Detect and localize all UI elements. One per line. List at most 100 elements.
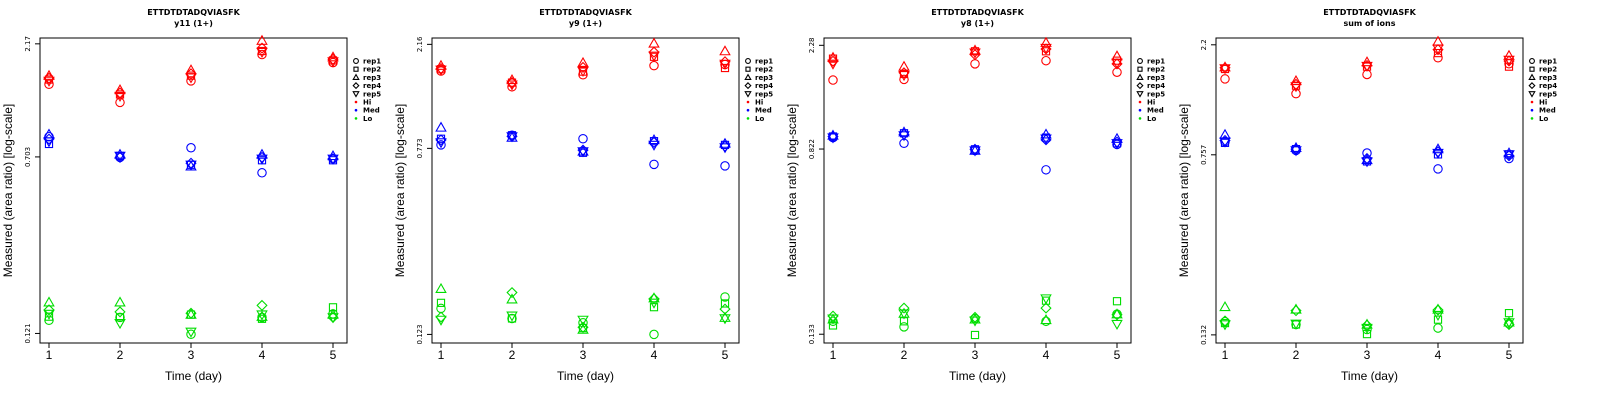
data-point-lo-rep3: [898, 307, 910, 318]
x-tick-label: 1: [438, 348, 445, 362]
data-point-med-rep5: [327, 154, 339, 165]
data-point-lo-rep4: [435, 311, 447, 323]
data-point-lo-rep2: [1504, 309, 1514, 318]
legend-dot-lo: [1530, 117, 1534, 120]
data-point-hi-rep5: [1040, 43, 1052, 54]
x-tick-label: 4: [1043, 348, 1050, 362]
data-point-lo-rep3: [1432, 303, 1444, 314]
chart-panel-2: ETTDTDTADQVIASFK y9 (1+) 1 2 3 4 5 0.123 0.773 2.…: [392, 0, 792, 400]
data-point-hi-rep5: [1111, 58, 1123, 69]
data-point-hi-rep2: [1504, 62, 1514, 71]
data-point-lo-rep4: [648, 293, 660, 305]
y-tick-label: 0.703: [24, 147, 32, 167]
y-tick-label: 2.28: [808, 38, 816, 54]
data-point-hi-rep4: [114, 87, 126, 99]
data-point-lo-rep4: [577, 321, 589, 333]
x-tick-label: 2: [117, 348, 124, 362]
x-tick-label: 5: [1114, 348, 1121, 362]
data-point-lo-rep3: [1111, 308, 1123, 319]
data-point-lo-rep4: [256, 299, 268, 312]
data-point-hi-rep5: [969, 48, 981, 59]
legend-dot-med: [1530, 108, 1534, 112]
data-point-lo-rep5: [1361, 323, 1373, 335]
data-point-med-rep1: [578, 134, 588, 144]
data-point-med-rep5: [1040, 134, 1052, 145]
data-point-hi-rep5: [827, 59, 839, 70]
legend-symbol-rep1: [1137, 58, 1143, 64]
legend-label: Lo: [1539, 115, 1548, 123]
data-point-hi-rep1: [649, 60, 659, 71]
data-point-med-rep5: [648, 140, 660, 151]
data-point-lo-rep2: [328, 303, 338, 312]
legend-label: Lo: [1147, 115, 1156, 123]
legend-symbol-rep4: [352, 82, 360, 90]
data-point-lo-rep5: [1219, 320, 1231, 331]
data-point-med-rep5: [1432, 148, 1444, 159]
data-point-med-rep4: [719, 140, 731, 152]
legend-label: Hi: [363, 99, 371, 107]
data-point-med-rep1: [257, 168, 267, 178]
x-tick-label: 5: [1506, 348, 1513, 362]
data-point-lo-rep5: [1503, 318, 1515, 329]
x-tick-label: 3: [188, 348, 195, 362]
data-point-lo-rep5: [256, 310, 268, 321]
legend-symbol-rep3: [1528, 73, 1536, 81]
data-point-lo-rep4: [1219, 315, 1231, 327]
legend-label: rep3: [363, 74, 381, 82]
data-point-hi-rep5: [1503, 55, 1515, 66]
legend-symbol-rep2: [745, 66, 751, 72]
y-tick-label: 2.16: [416, 36, 424, 52]
data-point-med-rep1: [1041, 165, 1051, 175]
chart-subtitle: sum of ions: [1343, 19, 1395, 28]
data-point-med-rep5: [1219, 137, 1231, 148]
data-point-lo-rep4: [506, 286, 518, 299]
data-point-hi-rep1: [899, 74, 909, 85]
data-point-hi-rep5: [719, 59, 731, 70]
x-tick-label: 5: [330, 348, 337, 362]
data-point-med-rep5: [1503, 150, 1515, 161]
data-point-hi-rep3: [1290, 74, 1302, 86]
data-point-lo-rep3: [435, 282, 447, 293]
data-point-lo-rep1: [720, 292, 730, 302]
y-tick-label: 0.822: [808, 139, 816, 159]
data-point-hi-rep1: [1220, 74, 1230, 84]
data-point-hi-rep2: [720, 63, 730, 73]
x-tick-label: 1: [1222, 348, 1229, 362]
data-point-hi-rep1: [44, 79, 54, 90]
data-point-lo-rep1: [115, 312, 125, 323]
data-point-med-rep1: [649, 159, 659, 170]
chart-panel-1: ETTDTDTADQVIASFK y11 (1+) 1 2 3 4 5 0.121 0.703 2…: [0, 0, 400, 400]
data-point-lo-rep5: [577, 315, 589, 326]
data-point-med-rep5: [827, 133, 839, 144]
data-point-lo-rep4: [1361, 319, 1373, 331]
chart-panel-3: ETTDTDTADQVIASFK y8 (1+) 1 2 3 4 5 0.133 0.822 2.…: [784, 0, 1184, 400]
data-point-hi-rep4: [969, 49, 981, 61]
x-tick-label: 2: [901, 348, 908, 362]
data-point-lo-rep5: [43, 309, 55, 320]
legend-label: Lo: [363, 115, 372, 123]
data-point-hi-rep1: [257, 49, 267, 60]
data-point-hi-rep4: [185, 68, 197, 80]
chart-title: ETTDTDTADQVIASFK: [539, 8, 632, 17]
chart-title: ETTDTDTADQVIASFK: [931, 8, 1024, 17]
legend-label: rep1: [1539, 58, 1557, 66]
data-point-lo-rep3: [648, 292, 660, 303]
legend-label: Lo: [755, 115, 764, 123]
x-axis-label: Time (day): [1341, 369, 1398, 383]
data-point-hi-rep4: [648, 46, 660, 58]
legend-label: Med: [1147, 107, 1164, 115]
data-point-hi-rep2: [1433, 48, 1443, 58]
chart-title: ETTDTDTADQVIASFK: [1323, 8, 1416, 17]
data-point-hi-rep3: [898, 60, 910, 71]
legend-symbol-rep3: [744, 73, 752, 81]
data-point-lo-rep5: [1432, 310, 1444, 321]
data-point-med-rep2: [44, 139, 54, 149]
data-point-lo-rep2: [1112, 297, 1122, 306]
data-point-med-rep4: [969, 143, 981, 155]
y-axis-label: Measured (area ratio) [log-scale]: [785, 104, 799, 277]
data-point-med-rep4: [1111, 136, 1123, 148]
data-point-med-rep5: [43, 137, 55, 148]
data-point-lo-rep1: [899, 322, 909, 332]
data-point-med-rep3: [256, 148, 268, 159]
data-point-lo-rep3: [43, 296, 55, 307]
